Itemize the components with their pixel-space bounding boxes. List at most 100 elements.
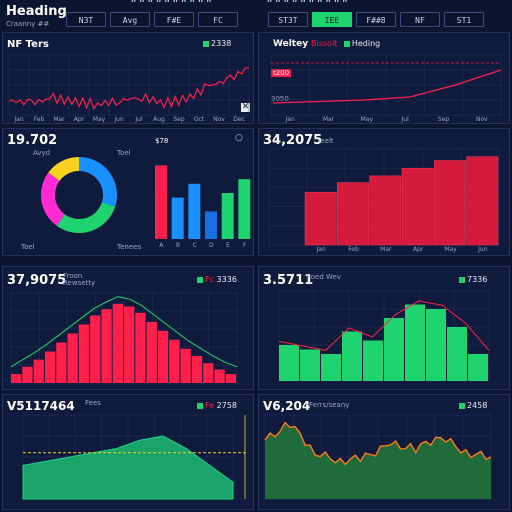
tick-label: Sep: [438, 116, 450, 123]
bar: [124, 306, 135, 383]
bar: [279, 345, 299, 381]
panel-histogram: 37,9075 Froon Rewsetty Fc 3336: [2, 266, 254, 390]
series-line: [272, 69, 502, 104]
tick-label: Jun: [477, 246, 488, 253]
tab-0[interactable]: ST3T: [268, 12, 308, 27]
app-subtitle: Craanny ##: [6, 20, 50, 28]
tick-label: Apr: [413, 246, 424, 253]
tab-1[interactable]: Avg: [110, 12, 150, 27]
area-chart: [264, 414, 492, 500]
bar: [90, 315, 101, 383]
bar: [22, 366, 33, 383]
tab-2[interactable]: F#E: [154, 12, 194, 27]
tick-label: Feb: [348, 246, 359, 253]
bar: [101, 309, 112, 383]
bar: [337, 182, 369, 246]
legend: Fe 2758: [197, 401, 237, 410]
bar: [78, 324, 90, 383]
pie-slice: [41, 172, 65, 226]
bar: [225, 374, 236, 383]
panel-title: V5117464: [7, 399, 75, 413]
tab-3[interactable]: NF: [400, 12, 440, 27]
tick-label: E: [226, 242, 230, 249]
panel-bar-red: 34,2075 Yeelt Jan Feb Mar Apr May Jun: [258, 128, 510, 256]
tick-label: Mar: [53, 116, 65, 123]
legend-swatch: [459, 276, 465, 283]
bar: [188, 183, 201, 239]
donut-label-a: Avyd: [33, 149, 51, 157]
tick-label: F: [243, 242, 247, 249]
legend-swatch: [197, 276, 203, 283]
tick-label: Mar: [380, 246, 392, 253]
bar-chart: [10, 292, 238, 384]
bar: [171, 197, 184, 239]
tick-top: t200: [271, 69, 292, 77]
donut-label-c: Toel: [21, 243, 35, 251]
line-chart: Jan Feb Mar Apr May Jun Jul Aug Sep Oct Nov Dec: [8, 54, 250, 123]
legend-value: 2458: [467, 401, 488, 410]
bar: [169, 339, 180, 383]
tick-label: May: [93, 116, 106, 123]
bar: [44, 351, 56, 383]
bar: [180, 348, 191, 383]
bar: [191, 356, 203, 383]
donut-chart: [41, 157, 117, 233]
tab-3[interactable]: FC: [198, 12, 238, 27]
tick-label: Jul: [401, 116, 410, 123]
tab-1[interactable]: IEE: [312, 12, 352, 27]
series-line: [264, 421, 492, 466]
panel-area-teal: V5117464 Fees Fe 2758: [2, 394, 254, 510]
bar: [146, 321, 157, 383]
bar: [405, 304, 425, 381]
tick-label: Feb: [34, 116, 45, 123]
legend-swatch: [203, 40, 209, 47]
bar: [205, 211, 217, 239]
bar: [321, 354, 341, 381]
bar: [300, 349, 320, 381]
area-chart: [278, 290, 490, 382]
series-line: [8, 67, 250, 110]
tab-4[interactable]: ST1: [444, 12, 484, 27]
bar: [155, 165, 167, 239]
legend-swatch: [197, 402, 203, 409]
panel-subtitle: Foed Wev: [307, 273, 341, 281]
series-line: [278, 300, 490, 351]
bar: [56, 342, 67, 383]
gear-icon[interactable]: ○: [235, 133, 243, 143]
bar: [112, 303, 123, 383]
tab-0[interactable]: N3T: [66, 12, 106, 27]
tick-label: B: [176, 242, 180, 249]
tick-label: May: [361, 116, 374, 123]
bar: [342, 331, 362, 381]
bar-chart: Jan Feb Mar Apr May Jun: [268, 148, 500, 253]
area-chart: [22, 414, 247, 500]
pie-slice: [48, 157, 79, 181]
bar: [304, 191, 337, 246]
pie-slice: [56, 202, 116, 233]
panel-subtitle: Yeelt: [317, 137, 334, 145]
legend-label: Fe: [205, 401, 215, 410]
close-icon[interactable]: ✕: [241, 102, 250, 112]
panel-subtitle: Fees: [85, 399, 101, 407]
bar: [221, 193, 234, 239]
tick-label: Jan: [13, 116, 23, 123]
legend: 2338: [203, 39, 231, 48]
panel-title: 37,9075: [7, 273, 67, 288]
bar: [33, 359, 44, 383]
series-line: [10, 296, 238, 368]
legend-value: 3336: [216, 275, 237, 284]
panel-title: NF Ters: [7, 39, 49, 50]
legend-b: Heding: [351, 39, 381, 48]
legend-swatch: [343, 40, 350, 47]
panel-donut-bar: 19.702 Avyd Toel Toel Tenees $78 ○ A B C D E…: [2, 128, 254, 256]
legend: Bissoit Heding: [311, 39, 380, 48]
panel-area-green: 3.5711 Foed Wev 7336: [258, 266, 510, 390]
tick-label: Jul: [134, 116, 143, 123]
bar: [135, 312, 146, 383]
panel-subtitle: Froon Rewsetty: [63, 272, 96, 287]
tab-2[interactable]: F##8: [356, 12, 396, 27]
donut-label-b: Toel: [117, 149, 131, 157]
tick-bottom: 3050: [271, 95, 289, 103]
tick-label: C: [193, 242, 197, 249]
